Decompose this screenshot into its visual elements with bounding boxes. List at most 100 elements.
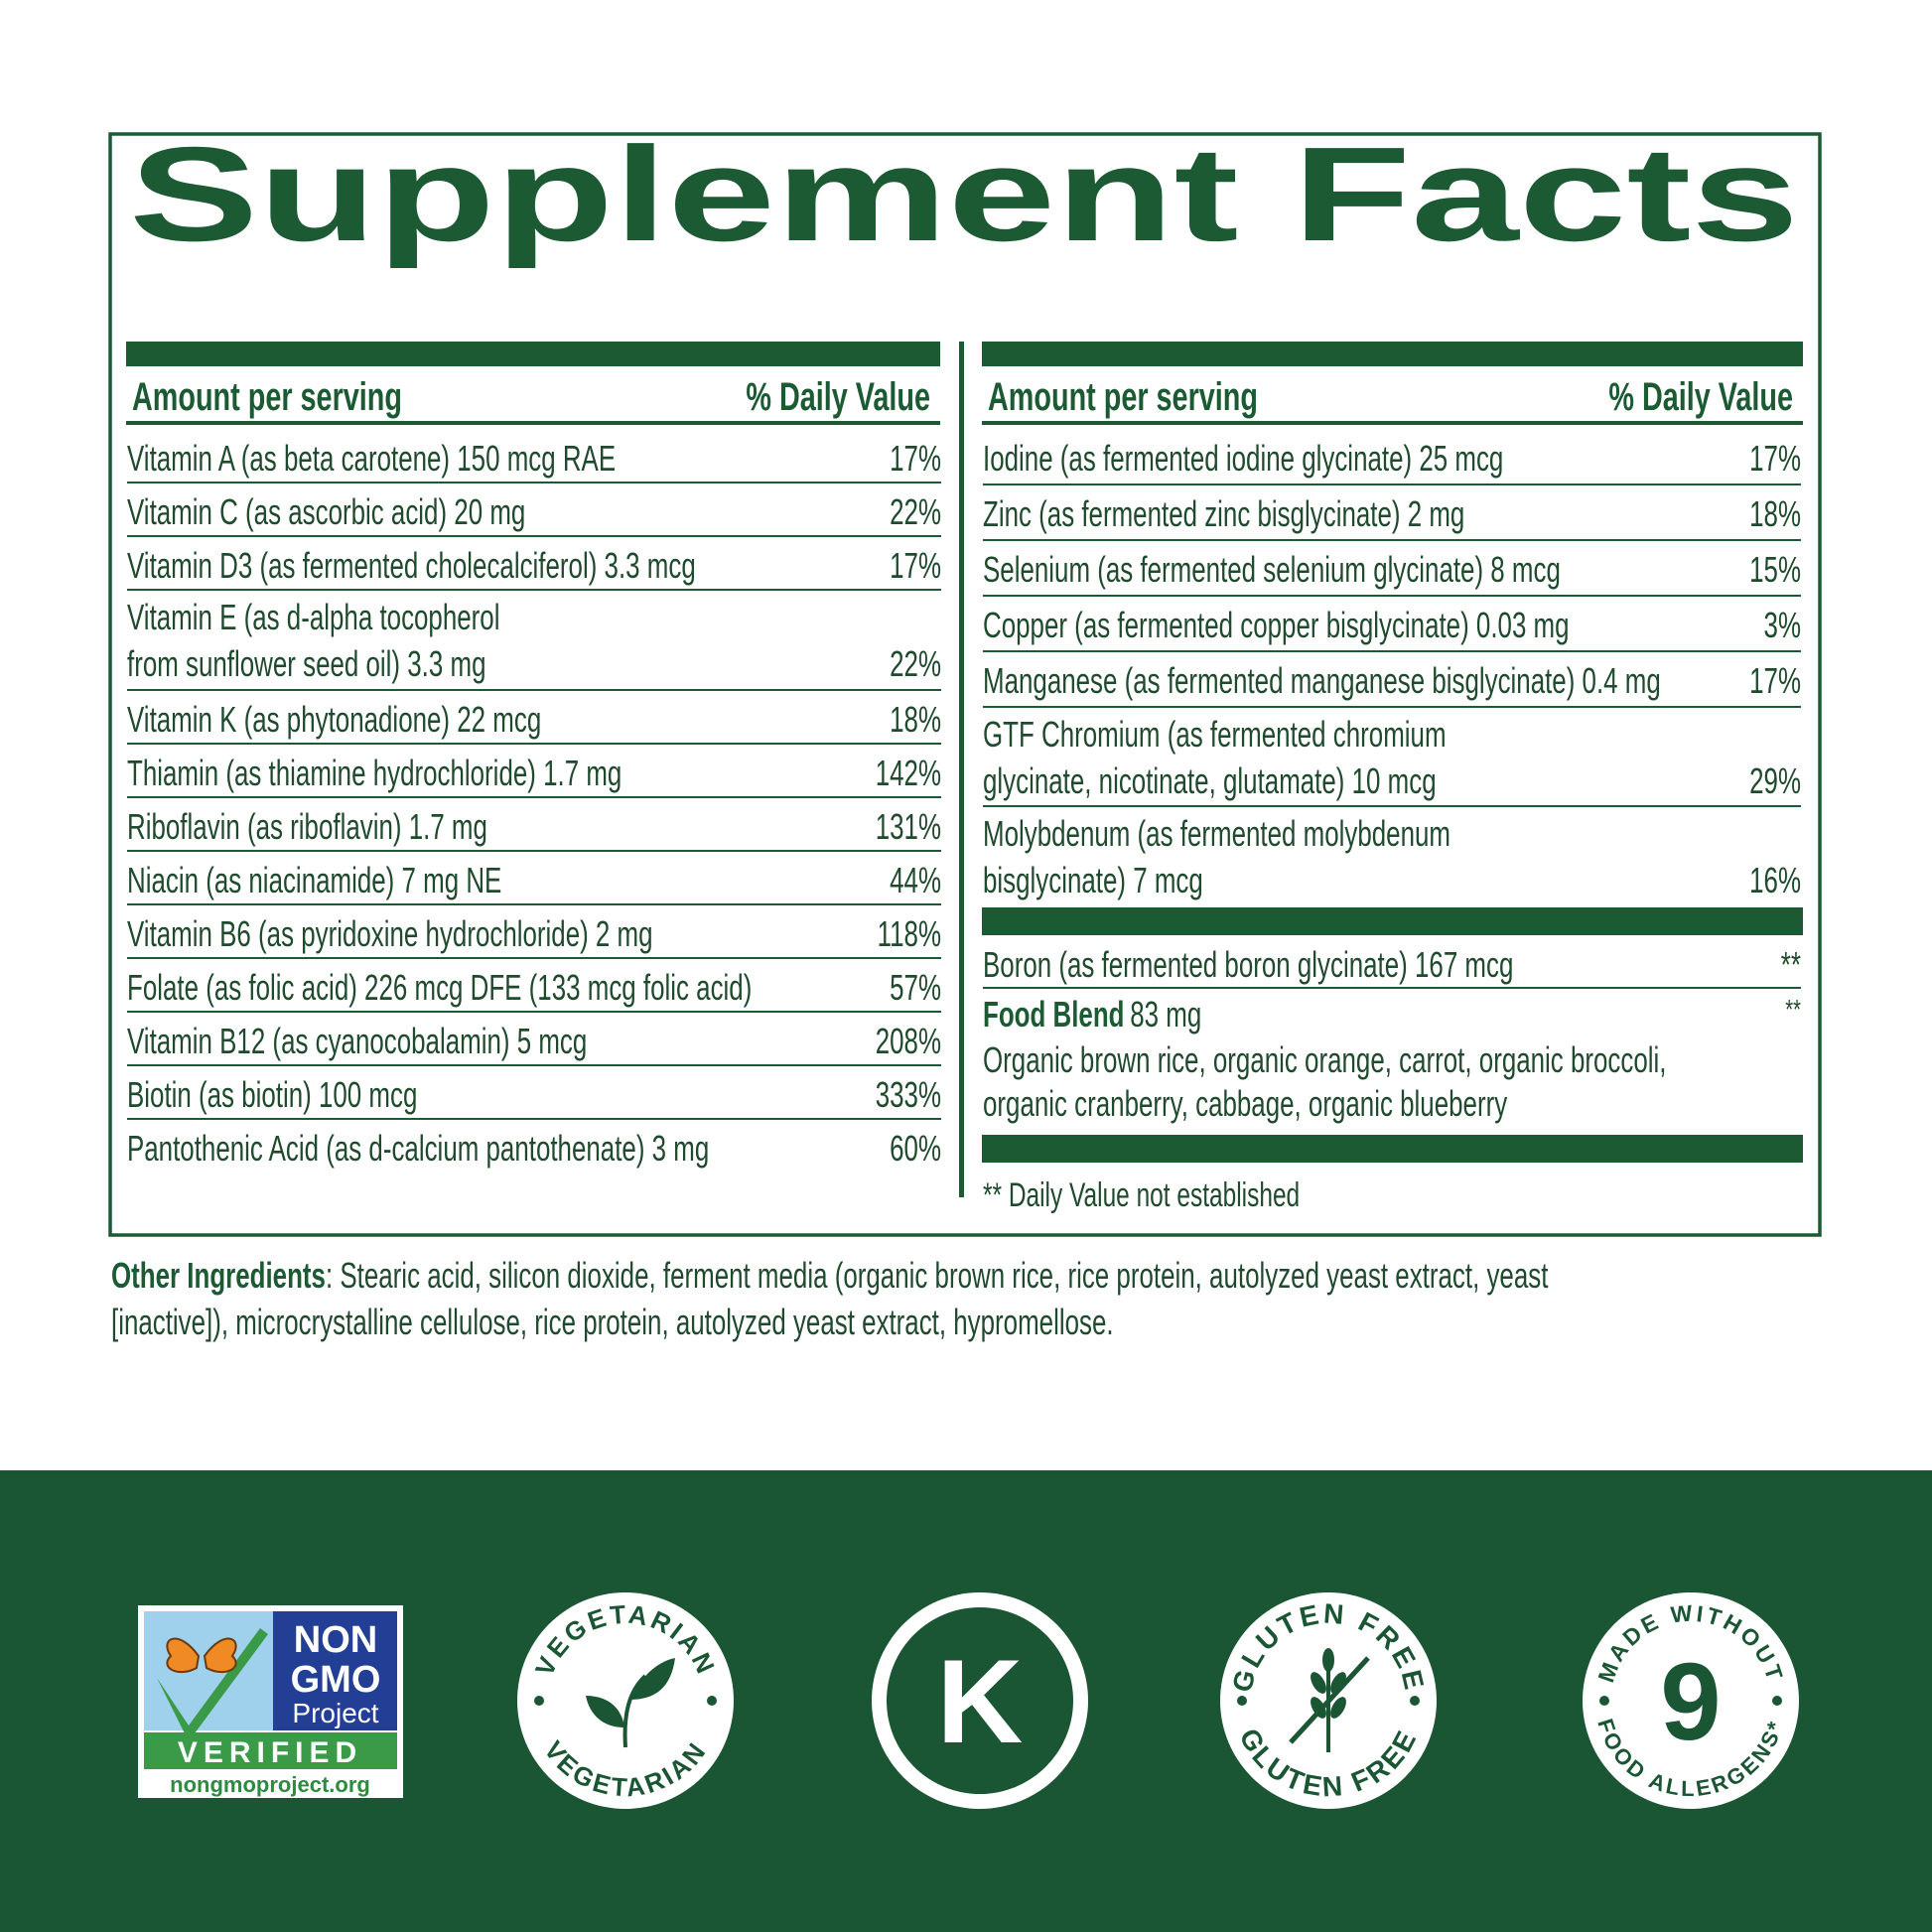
daily-value: ** <box>1781 945 1801 985</box>
nutrient-name: Vitamin B12 (as cyanocobalamin) 5 mcg <box>127 1022 587 1061</box>
dot <box>1237 1696 1247 1706</box>
allergen-number: 9 <box>1660 1641 1721 1763</box>
food-blend-description: Organic brown rice, organic orange, carr… <box>983 1040 1666 1080</box>
nutrient-name: Vitamin B6 (as pyridoxine hydrochloride)… <box>127 914 653 954</box>
food-blend-name: Food Blend <box>983 995 1125 1035</box>
dot <box>1772 1696 1782 1706</box>
nutrient-name: Vitamin E (as d-alpha tocopherol <box>127 598 499 637</box>
leaf-stem <box>622 1674 647 1748</box>
daily-value: 22% <box>890 644 941 684</box>
header-rule <box>126 421 940 425</box>
daily-value: ** <box>1785 995 1801 1026</box>
badge-dots <box>534 1696 1782 1706</box>
nutrient-name: Copper (as fermented copper bisglycinate… <box>983 606 1570 645</box>
grain <box>1330 1697 1346 1719</box>
food-blend-amount: 83 mg <box>1130 995 1201 1035</box>
non-gmo-check <box>157 1628 268 1733</box>
wheat-icon <box>1289 1648 1370 1752</box>
nutrient-name: Selenium (as fermented selenium glycinat… <box>983 550 1561 590</box>
nutrient-name: Vitamin A (as beta carotene) 150 mcg RAE <box>127 439 616 479</box>
wheat-slash <box>1289 1656 1370 1744</box>
non-gmo-text: GMO <box>291 1659 381 1701</box>
daily-value: 17% <box>1749 439 1801 479</box>
facts-border <box>108 132 1822 1237</box>
daily-value: 142% <box>876 754 941 793</box>
daily-value: 17% <box>890 439 941 479</box>
non-gmo-text: NON <box>294 1619 377 1661</box>
condensed-text: Amount per serving % Daily Value Vitamin A… <box>111 374 1801 1342</box>
grain <box>1311 1672 1326 1694</box>
right-top-bar <box>982 342 1803 366</box>
left-top-bar <box>126 342 940 366</box>
leaf <box>586 1696 624 1727</box>
dot <box>534 1696 544 1706</box>
daily-value: 208% <box>876 1022 941 1061</box>
nutrient-name: Niacin (as niacinamide) 7 mg NE <box>127 861 501 900</box>
non-gmo-verified-band <box>144 1732 397 1769</box>
nutrient-name: Vitamin D3 (as fermented cholecalciferol… <box>127 546 696 586</box>
daily-value: 131% <box>876 807 941 847</box>
daily-value: 118% <box>878 914 941 954</box>
daily-value: 16% <box>1749 861 1801 900</box>
daily-value: 22% <box>890 492 941 532</box>
food-blend-description: organic cranberry, cabbage, organic blue… <box>983 1084 1507 1124</box>
allergen-badge <box>1583 1592 1799 1809</box>
header-rule <box>982 421 1803 425</box>
nutrient-name: from sunflower seed oil) 3.3 mg <box>127 644 486 684</box>
dot <box>707 1696 717 1706</box>
daily-value: 60% <box>890 1129 941 1169</box>
daily-value: 17% <box>890 546 941 586</box>
nutrient-name: bisglycinate) 7 mcg <box>983 861 1203 900</box>
grain <box>1311 1697 1326 1719</box>
header-amount: Amount per serving <box>988 374 1258 419</box>
nutrient-name: glycinate, nicotinate, glutamate) 10 mcg <box>983 761 1437 801</box>
other-ingredients-line: Other Ingredients: Stearic acid, silicon… <box>111 1256 1549 1296</box>
vegetarian-badge <box>517 1592 734 1809</box>
daily-value: 18% <box>890 700 941 740</box>
nutrient-name: GTF Chromium (as fermented chromium <box>983 715 1447 755</box>
header-dv: % Daily Value <box>746 374 930 419</box>
food-blend-title: Food Blend 83 mg <box>983 995 1201 1035</box>
daily-value: 333% <box>876 1075 941 1115</box>
daily-value: 44% <box>890 861 941 900</box>
daily-value: 15% <box>1749 550 1801 590</box>
nutrient-name: Manganese (as fermented manganese bisgly… <box>983 661 1661 701</box>
non-gmo-butterfly <box>166 1637 237 1674</box>
nutrient-name: Vitamin C (as ascorbic acid) 20 mg <box>127 492 525 532</box>
nutrient-name: Folate (as folic acid) 226 mcg DFE (133 … <box>127 968 752 1008</box>
header-dv: % Daily Value <box>1608 374 1793 419</box>
nutrient-name: Zinc (as fermented zinc bisglycinate) 2 … <box>983 494 1464 534</box>
kosher-inner <box>887 1607 1073 1794</box>
other-ingredients-text: : Stearic acid, silicon dioxide, ferment… <box>326 1256 1549 1296</box>
nutrient-name: Boron (as fermented boron glycinate) 167… <box>983 945 1513 985</box>
grain <box>1322 1648 1334 1672</box>
nutrient-name: Iodine (as fermented iodine glycinate) 2… <box>983 439 1503 479</box>
non-gmo-panel <box>273 1611 397 1730</box>
nutrient-name: Molybdenum (as fermented molybdenum <box>983 814 1450 854</box>
daily-value: 57% <box>890 968 941 1008</box>
daily-value: 18% <box>1749 494 1801 534</box>
dot <box>1410 1696 1420 1706</box>
nutrient-name: Vitamin K (as phytonadione) 22 mcg <box>127 700 541 740</box>
nutrient-name: Riboflavin (as riboflavin) 1.7 mg <box>127 807 487 847</box>
non-gmo-verified: VERIFIED <box>178 1736 362 1769</box>
header-amount: Amount per serving <box>132 374 402 419</box>
grain <box>1330 1672 1346 1694</box>
kosher-mark: K <box>937 1635 1024 1768</box>
daily-value: 29% <box>1749 761 1801 801</box>
title: Supplement Facts <box>129 119 1799 269</box>
right-mid-bar <box>982 907 1803 935</box>
non-gmo-text: Project <box>292 1698 378 1728</box>
nutrient-name: Pantothenic Acid (as d-calcium pantothen… <box>127 1129 709 1169</box>
other-ingredients-line: [inactive]), microcrystalline cellulose,… <box>111 1303 1114 1342</box>
nutrient-name: Thiamin (as thiamine hydrochloride) 1.7 … <box>127 754 621 793</box>
right-bottom-bar <box>982 1135 1803 1163</box>
column-divider <box>959 342 964 1197</box>
daily-value: 17% <box>1749 661 1801 701</box>
daily-value: 3% <box>1764 606 1801 645</box>
footnote: ** Daily Value not established <box>983 1176 1300 1214</box>
other-ingredients-label: Other Ingredients <box>111 1256 326 1296</box>
non-gmo-url: nongmoproject.org <box>170 1772 370 1797</box>
